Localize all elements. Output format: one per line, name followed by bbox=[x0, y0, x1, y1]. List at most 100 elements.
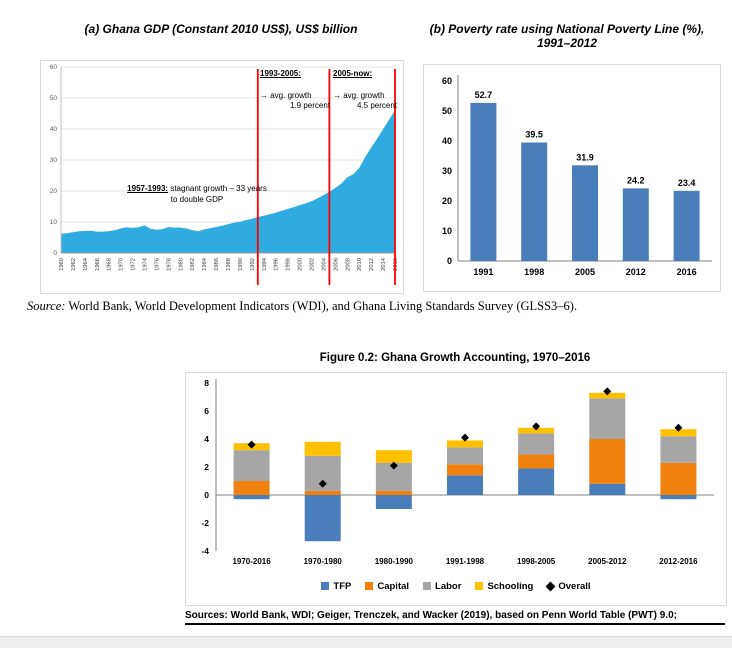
legend-item-capital: Capital bbox=[365, 581, 409, 592]
legend-label: Schooling bbox=[487, 580, 534, 592]
svg-text:1984: 1984 bbox=[202, 257, 208, 271]
svg-text:1966: 1966 bbox=[95, 258, 101, 271]
svg-text:1970-1980: 1970-1980 bbox=[304, 557, 343, 566]
svg-text:1998: 1998 bbox=[286, 258, 292, 271]
svg-text:2005-2012: 2005-2012 bbox=[588, 557, 627, 566]
svg-text:2008: 2008 bbox=[345, 258, 351, 271]
gdp-area-chart: 0 10 20 30 40 50 60 1960 1962 1964 1966 1968 1970 197… bbox=[40, 60, 404, 294]
legend-label: Capital bbox=[377, 580, 410, 592]
svg-text:10: 10 bbox=[442, 226, 452, 236]
svg-text:2016: 2016 bbox=[393, 258, 399, 271]
svg-text:30: 30 bbox=[50, 157, 58, 164]
panel-b-title: (b) Poverty rate using National Poverty … bbox=[413, 22, 721, 50]
legend-square-marker bbox=[321, 582, 330, 590]
legend-label: Overall bbox=[558, 580, 591, 592]
svg-text:1982: 1982 bbox=[190, 258, 196, 271]
svg-text:52.7: 52.7 bbox=[475, 90, 493, 100]
figure-0-2-title: Figure 0.2: Ghana Growth Accounting, 197… bbox=[319, 352, 591, 364]
annotation-2005-now: 2005-now: → avg. growth 4.5 percent bbox=[333, 69, 397, 111]
svg-text:23.4: 23.4 bbox=[678, 178, 696, 188]
legend-item-tfp: TFP bbox=[321, 581, 351, 592]
svg-text:60: 60 bbox=[442, 76, 452, 86]
chart-legend: TFP Capital Labor Schooling Overall bbox=[186, 573, 726, 599]
svg-text:1992: 1992 bbox=[250, 258, 256, 271]
svg-text:2: 2 bbox=[204, 462, 209, 472]
svg-text:1986: 1986 bbox=[214, 258, 220, 271]
annotation-2005-now-text2: 4.5 percent bbox=[356, 101, 397, 110]
page-edge-strip bbox=[0, 636, 732, 648]
svg-text:2016: 2016 bbox=[677, 267, 697, 277]
gdp-area-chart-svg: 0 10 20 30 40 50 60 1960 1962 1964 1966 1968 1970 197… bbox=[50, 64, 399, 285]
svg-text:1976: 1976 bbox=[154, 258, 160, 271]
legend-label: TFP bbox=[333, 580, 352, 592]
source-note: Source: World Bank, World Development In… bbox=[27, 299, 727, 314]
legend-item-labor: Labor bbox=[423, 581, 461, 592]
legend-item-overall: Overall bbox=[545, 580, 591, 592]
source-note-text: World Bank, World Development Indicators… bbox=[65, 299, 578, 313]
svg-text:1964: 1964 bbox=[83, 257, 89, 271]
annotation-2005-now-text1: → avg. growth bbox=[333, 91, 385, 100]
svg-text:6: 6 bbox=[204, 406, 209, 416]
growth-accounting-chart-svg: -4 -2 0 2 4 6 8 1970-2016 1970-1980 1980-1990 1991… bbox=[201, 378, 714, 566]
poverty-bar-chart-svg: 0 10 20 30 40 50 60 52.7 1991 39.5 1998 31.9 2005 24.… bbox=[442, 75, 712, 277]
svg-text:1968: 1968 bbox=[107, 258, 113, 271]
panel-b-title-line1: (b) Poverty rate using National Poverty … bbox=[429, 22, 705, 36]
svg-text:50: 50 bbox=[442, 106, 452, 116]
svg-text:1996: 1996 bbox=[274, 258, 280, 271]
svg-text:1970-2016: 1970-2016 bbox=[232, 557, 271, 566]
svg-text:2005: 2005 bbox=[575, 267, 595, 277]
svg-text:2012-2016: 2012-2016 bbox=[659, 557, 698, 566]
svg-text:2000: 2000 bbox=[298, 258, 304, 271]
svg-text:1978: 1978 bbox=[166, 258, 172, 271]
poverty-bar-chart: 0 10 20 30 40 50 60 52.7 1991 39.5 1998 31.9 2005 24.… bbox=[423, 64, 721, 292]
svg-text:1962: 1962 bbox=[71, 258, 77, 271]
svg-text:10: 10 bbox=[50, 219, 58, 226]
svg-text:1994: 1994 bbox=[262, 257, 268, 271]
svg-text:1988: 1988 bbox=[226, 258, 232, 271]
svg-text:1980: 1980 bbox=[178, 258, 184, 271]
svg-text:-2: -2 bbox=[201, 518, 209, 528]
svg-text:-4: -4 bbox=[201, 546, 209, 556]
legend-item-schooling: Schooling bbox=[475, 581, 533, 592]
figure-0-2-source-note: Sources: World Bank, WDI; Geiger, Trencz… bbox=[185, 610, 725, 625]
svg-text:1960: 1960 bbox=[59, 258, 65, 271]
svg-text:31.9: 31.9 bbox=[576, 152, 594, 162]
svg-text:8: 8 bbox=[204, 378, 209, 388]
svg-text:0: 0 bbox=[204, 490, 209, 500]
annotation-stagnant-growth: 1957-1993: stagnant growth – 33 years to… bbox=[127, 183, 267, 205]
svg-text:1991: 1991 bbox=[473, 267, 493, 277]
svg-text:39.5: 39.5 bbox=[525, 130, 543, 140]
panel-a-title: (a) Ghana GDP (Constant 2010 US$), US$ b… bbox=[84, 22, 358, 36]
svg-text:4: 4 bbox=[204, 434, 209, 444]
svg-text:24.2: 24.2 bbox=[627, 175, 645, 185]
svg-text:2012: 2012 bbox=[626, 267, 646, 277]
svg-text:50: 50 bbox=[50, 95, 58, 102]
legend-label: Labor bbox=[435, 580, 462, 592]
svg-text:1998: 1998 bbox=[524, 267, 544, 277]
svg-text:1974: 1974 bbox=[143, 257, 149, 271]
svg-text:40: 40 bbox=[442, 136, 452, 146]
svg-text:60: 60 bbox=[50, 64, 58, 71]
svg-text:1980-1990: 1980-1990 bbox=[375, 557, 414, 566]
legend-diamond-marker bbox=[545, 581, 556, 591]
svg-text:2014: 2014 bbox=[381, 257, 387, 271]
svg-text:2010: 2010 bbox=[357, 258, 363, 271]
svg-text:2012: 2012 bbox=[369, 258, 375, 271]
annotation-2005-now-label: 2005-now: bbox=[333, 69, 373, 78]
annotation-1993-2005-text1: → avg. growth bbox=[260, 91, 312, 100]
legend-square-marker bbox=[475, 582, 484, 590]
svg-text:0: 0 bbox=[53, 250, 57, 257]
svg-text:2006: 2006 bbox=[333, 258, 339, 271]
svg-text:30: 30 bbox=[442, 166, 452, 176]
annotation-1993-2005-label: 1993-2005: bbox=[260, 69, 301, 78]
annotation-stagnant-label: 1957-1993: bbox=[127, 184, 169, 193]
annotation-1993-2005-text2: 1.9 percent bbox=[289, 101, 330, 110]
svg-text:40: 40 bbox=[50, 126, 58, 133]
growth-accounting-chart: -4 -2 0 2 4 6 8 1970-2016 1970-1980 1980-1990 1991… bbox=[185, 372, 727, 606]
annotation-1993-2005: 1993-2005: → avg. growth 1.9 percent bbox=[260, 69, 330, 111]
annotation-stagnant-text: stagnant growth – 33 years to double GDP bbox=[168, 184, 267, 204]
legend-square-marker bbox=[365, 582, 374, 590]
svg-text:1970: 1970 bbox=[119, 258, 125, 271]
legend-square-marker bbox=[423, 582, 432, 590]
